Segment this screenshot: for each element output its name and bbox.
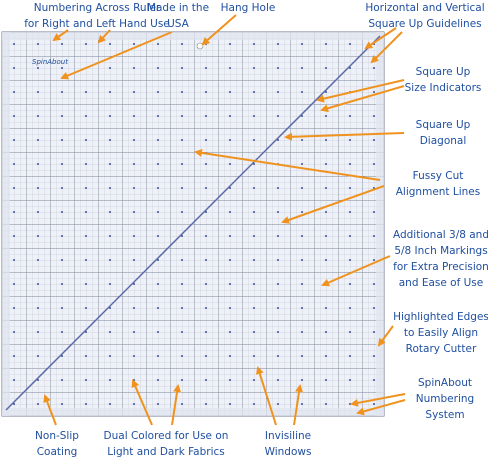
callout-label: Highlighted Edges	[393, 311, 488, 323]
callout-label: Non-Slip	[35, 430, 79, 442]
callout-label: Diagonal	[420, 135, 467, 147]
callout-label: 5/8 Inch Markings	[394, 245, 487, 257]
callout-label: Windows	[265, 446, 312, 457]
callout-label: System	[425, 409, 464, 421]
callout-label: SpinAbout	[418, 377, 472, 389]
callout-label: for Extra Precision	[393, 261, 488, 273]
callout-label: for Right and Left Hand Use	[24, 18, 170, 30]
callout-label: Square Up	[416, 119, 471, 131]
callout-label: to Easily Align	[404, 327, 478, 339]
callout-labels: Numbering Across Ruler for Right and Left…	[24, 2, 488, 457]
arrows	[43, 14, 406, 426]
callout-label: Numbering	[416, 393, 474, 405]
callout-label: Light and Dark Fabrics	[107, 446, 225, 457]
callout-label: Fussy Cut	[413, 170, 464, 182]
callout-label: Invisiline	[265, 430, 311, 442]
callout-label: Rotary Cutter	[406, 343, 477, 355]
ruler: SpinAbout	[1, 31, 385, 417]
callout-label: Coating	[37, 446, 78, 457]
callout-label: and Ease of Use	[399, 277, 484, 289]
callout-label: Square Up Guidelines	[368, 18, 481, 30]
callout-label: Size Indicators	[405, 82, 482, 94]
callout-label: Horizontal and Vertical	[365, 2, 484, 14]
logo: SpinAbout	[32, 58, 68, 66]
callout-label: Made in the	[147, 2, 209, 14]
callout-label: Additional 3/8 and	[393, 229, 488, 241]
callout-label: Hang Hole	[221, 2, 276, 14]
callout-label: USA	[167, 18, 190, 30]
callout-label: Numbering Across Ruler	[34, 2, 161, 14]
callout-label: Dual Colored for Use on	[104, 430, 229, 442]
callout-label: Alignment Lines	[396, 186, 481, 198]
callout-label: Square Up	[416, 66, 471, 78]
